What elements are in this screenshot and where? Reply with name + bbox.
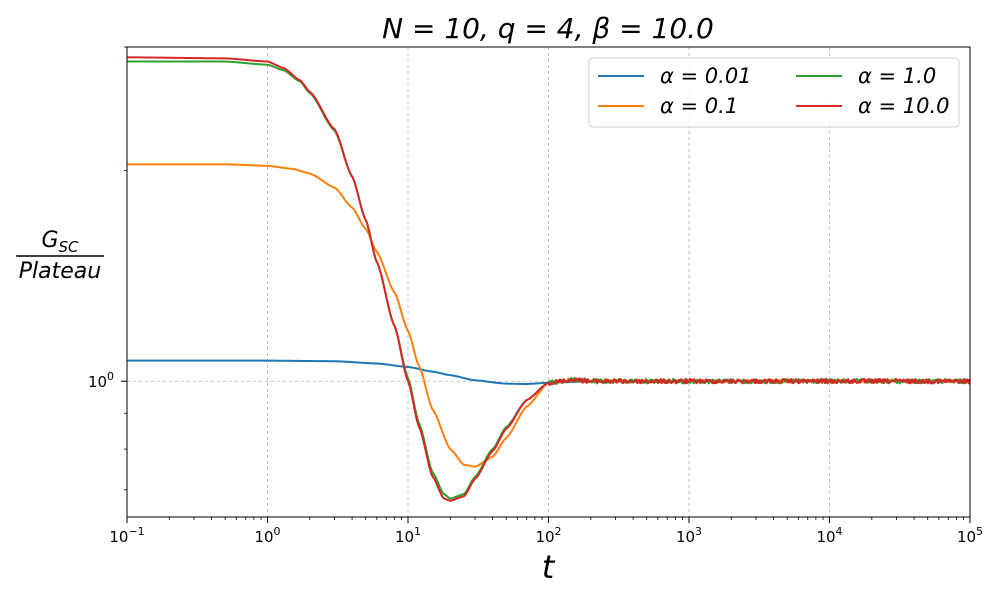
legend-label: α = 0.1 <box>660 94 738 118</box>
x-tick-label: 102 <box>535 525 561 546</box>
legend-label: α = 10.0 <box>858 94 950 118</box>
y-tick-label: 100 <box>88 370 114 391</box>
chart-title: N = 10, q = 4, β = 10.0 <box>382 12 714 45</box>
x-tick-label: 10−1 <box>109 525 144 546</box>
legend-label: α = 0.01 <box>660 64 752 88</box>
y-axis-label-denominator: Plateau <box>19 259 101 284</box>
x-axis-label: t <box>542 548 556 586</box>
y-axis-label-numerator: GSC <box>41 228 79 256</box>
legend: α = 0.01 α = 0.1 α = 1.0 α = 10.0 <box>588 57 960 128</box>
tick-layer: 10−1 100 101 102 103 104 105 100 <box>88 46 983 546</box>
series-line <box>126 56 971 502</box>
x-tick-label: 103 <box>676 525 702 546</box>
series-layer <box>126 56 971 502</box>
legend-label: α = 1.0 <box>858 64 936 88</box>
x-tick-label: 105 <box>957 525 983 546</box>
x-tick-label: 104 <box>816 525 842 546</box>
legend-frame <box>588 57 960 128</box>
x-tick-label: 101 <box>395 525 421 546</box>
x-tick-label: 100 <box>254 525 280 546</box>
y-axis-label: GSC Plateau <box>16 228 104 284</box>
